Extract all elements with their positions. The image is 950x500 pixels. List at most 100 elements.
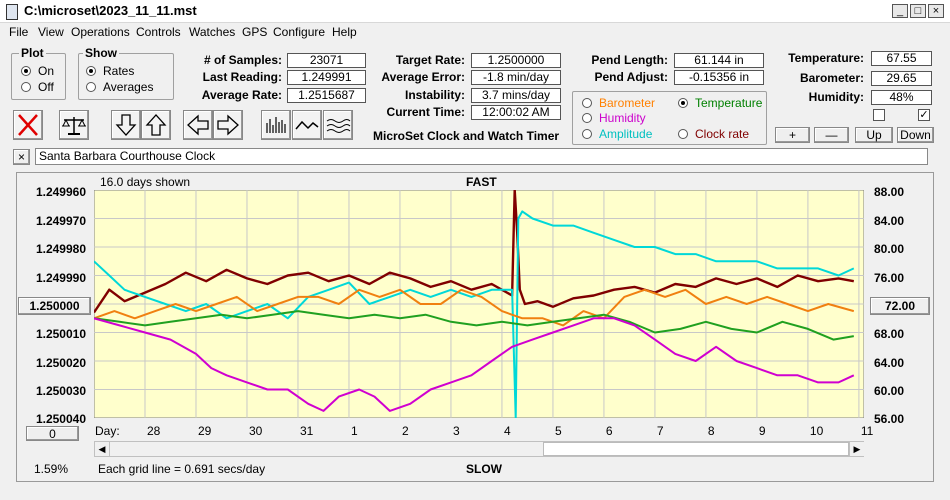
show-rates-radio[interactable] bbox=[86, 66, 96, 76]
scrollbar-thumb[interactable] bbox=[543, 442, 849, 456]
left-value-button[interactable]: 1.250000 bbox=[18, 297, 91, 315]
arrow-down-icon bbox=[115, 114, 137, 136]
clear-name-button[interactable]: × bbox=[13, 149, 30, 165]
balance-button[interactable] bbox=[59, 110, 89, 140]
instability-label: Instability: bbox=[404, 88, 465, 102]
balance-scale-icon bbox=[62, 117, 86, 135]
menu-configure[interactable]: Configure bbox=[273, 25, 326, 39]
histogram-icon bbox=[266, 117, 286, 133]
plus-button[interactable]: + bbox=[775, 127, 810, 143]
day-tick-label: 30 bbox=[248, 424, 263, 438]
day-tick-label: 7 bbox=[656, 424, 664, 438]
show-group bbox=[78, 53, 174, 100]
humidity-option-label: Humidity bbox=[599, 111, 646, 125]
menu-gps[interactable]: GPS bbox=[242, 25, 268, 39]
minimize-button[interactable]: _ bbox=[892, 4, 908, 18]
average-error-value: -1.8 min/day bbox=[471, 70, 561, 85]
target-rate-label: Target Rate: bbox=[395, 53, 465, 67]
menu-file[interactable]: File bbox=[9, 25, 29, 39]
show-averages-label: Averages bbox=[103, 80, 154, 94]
temperature-option-label: Temperature bbox=[695, 96, 763, 110]
left-tick-label: 1.249980 bbox=[35, 242, 86, 256]
arrow-right-icon bbox=[217, 114, 239, 136]
pend-length-label: Pend Length: bbox=[591, 53, 668, 67]
down-button[interactable]: Down bbox=[897, 127, 934, 143]
show-averages-radio[interactable] bbox=[86, 82, 96, 92]
amplitude-option-label: Amplitude bbox=[599, 127, 653, 141]
day-tick-label: 2 bbox=[401, 424, 409, 438]
left-tick-label: 1.249990 bbox=[35, 271, 86, 285]
left-tick-label: 1.250030 bbox=[35, 384, 86, 398]
maximize-button[interactable]: □ bbox=[910, 4, 926, 18]
right-tick-label: 68.00 bbox=[874, 327, 905, 341]
menu-bar: File View Operations Controls Watches GP… bbox=[0, 22, 950, 42]
day-tick-label: 3 bbox=[452, 424, 460, 438]
sensor-select-group bbox=[572, 91, 767, 145]
samples-label: # of Samples: bbox=[203, 53, 282, 67]
stop-button[interactable] bbox=[13, 110, 43, 140]
temperature-radio[interactable] bbox=[678, 98, 688, 108]
plot-off-radio[interactable] bbox=[21, 82, 31, 92]
up-arrow-button[interactable] bbox=[141, 110, 171, 140]
day-tick-label: 10 bbox=[809, 424, 824, 438]
amplitude-radio[interactable] bbox=[582, 129, 592, 139]
right-tick-label: 56.00 bbox=[874, 412, 905, 426]
average-rate-label: Average Rate: bbox=[201, 88, 282, 102]
plot-on-label: On bbox=[38, 64, 55, 78]
series-line-temperature bbox=[94, 310, 854, 341]
clock-rate-option-label: Clock rate bbox=[695, 127, 750, 141]
menu-watches[interactable]: Watches bbox=[189, 25, 236, 39]
scroll-value-button[interactable]: 0 bbox=[26, 426, 79, 441]
menu-operations[interactable]: Operations bbox=[71, 25, 130, 39]
humidity-radio[interactable] bbox=[582, 113, 592, 123]
watch-name-field[interactable]: Santa Barbara Courthouse Clock bbox=[35, 148, 928, 165]
average-error-label: Average Error: bbox=[381, 70, 465, 84]
barometer-label: Barometer: bbox=[799, 71, 864, 85]
day-tick-label: 28 bbox=[146, 424, 161, 438]
plot-on-radio[interactable] bbox=[21, 66, 31, 76]
day-tick-label: 1 bbox=[350, 424, 358, 438]
grid-note: Each grid line = 0.691 secs/day bbox=[98, 462, 266, 476]
multi-wave-button[interactable] bbox=[323, 110, 353, 140]
barometer-value: 29.65 bbox=[871, 71, 932, 86]
right-tick-label: 80.00 bbox=[874, 242, 905, 256]
show-group-title: Show bbox=[83, 46, 119, 60]
day-tick-label: 5 bbox=[554, 424, 562, 438]
current-time-label: Current Time: bbox=[386, 105, 465, 119]
down-arrow-button[interactable] bbox=[111, 110, 141, 140]
scroll-right-icon[interactable]: ▶ bbox=[849, 442, 864, 456]
humidity-label: Humidity: bbox=[808, 90, 864, 104]
right-value-button[interactable]: 72.00 bbox=[870, 297, 930, 315]
average-rate-value: 1.2515687 bbox=[287, 88, 366, 103]
day-tick-label: 4 bbox=[503, 424, 511, 438]
horizontal-scrollbar[interactable]: ◀ ▶ bbox=[94, 441, 864, 457]
multi-wave-icon bbox=[326, 119, 351, 133]
menu-view[interactable]: View bbox=[38, 25, 64, 39]
checkbox-left[interactable] bbox=[873, 109, 885, 121]
temperature-label: Temperature: bbox=[788, 51, 864, 65]
day-tick-label: 11 bbox=[860, 424, 874, 438]
clock-rate-radio[interactable] bbox=[678, 129, 688, 139]
menu-controls[interactable]: Controls bbox=[136, 25, 181, 39]
day-tick-label: 9 bbox=[758, 424, 766, 438]
app-icon bbox=[6, 4, 18, 20]
up-button[interactable]: Up bbox=[855, 127, 893, 143]
left-arrow-button[interactable] bbox=[183, 110, 213, 140]
target-rate-value: 1.2500000 bbox=[471, 53, 561, 68]
days-shown-label: 16.0 days shown bbox=[100, 175, 191, 189]
barometer-radio[interactable] bbox=[582, 98, 592, 108]
histogram-button[interactable] bbox=[261, 110, 291, 140]
window-title: C:\microset\2023_11_11.mst bbox=[24, 3, 197, 18]
day-tick-label: 29 bbox=[197, 424, 212, 438]
percent-readout: 1.59% bbox=[34, 462, 69, 476]
right-arrow-button[interactable] bbox=[213, 110, 243, 140]
checkbox-right[interactable]: ✓ bbox=[918, 109, 930, 121]
menu-help[interactable]: Help bbox=[332, 25, 357, 39]
day-axis-label: Day: bbox=[95, 424, 120, 438]
arrow-left-icon bbox=[187, 114, 209, 136]
pend-adjust-value: -0.15356 in bbox=[674, 70, 764, 85]
minus-button[interactable]: — bbox=[814, 127, 849, 143]
line-plot-button[interactable] bbox=[292, 110, 322, 140]
close-button[interactable]: × bbox=[928, 4, 944, 18]
scroll-left-icon[interactable]: ◀ bbox=[95, 442, 110, 456]
